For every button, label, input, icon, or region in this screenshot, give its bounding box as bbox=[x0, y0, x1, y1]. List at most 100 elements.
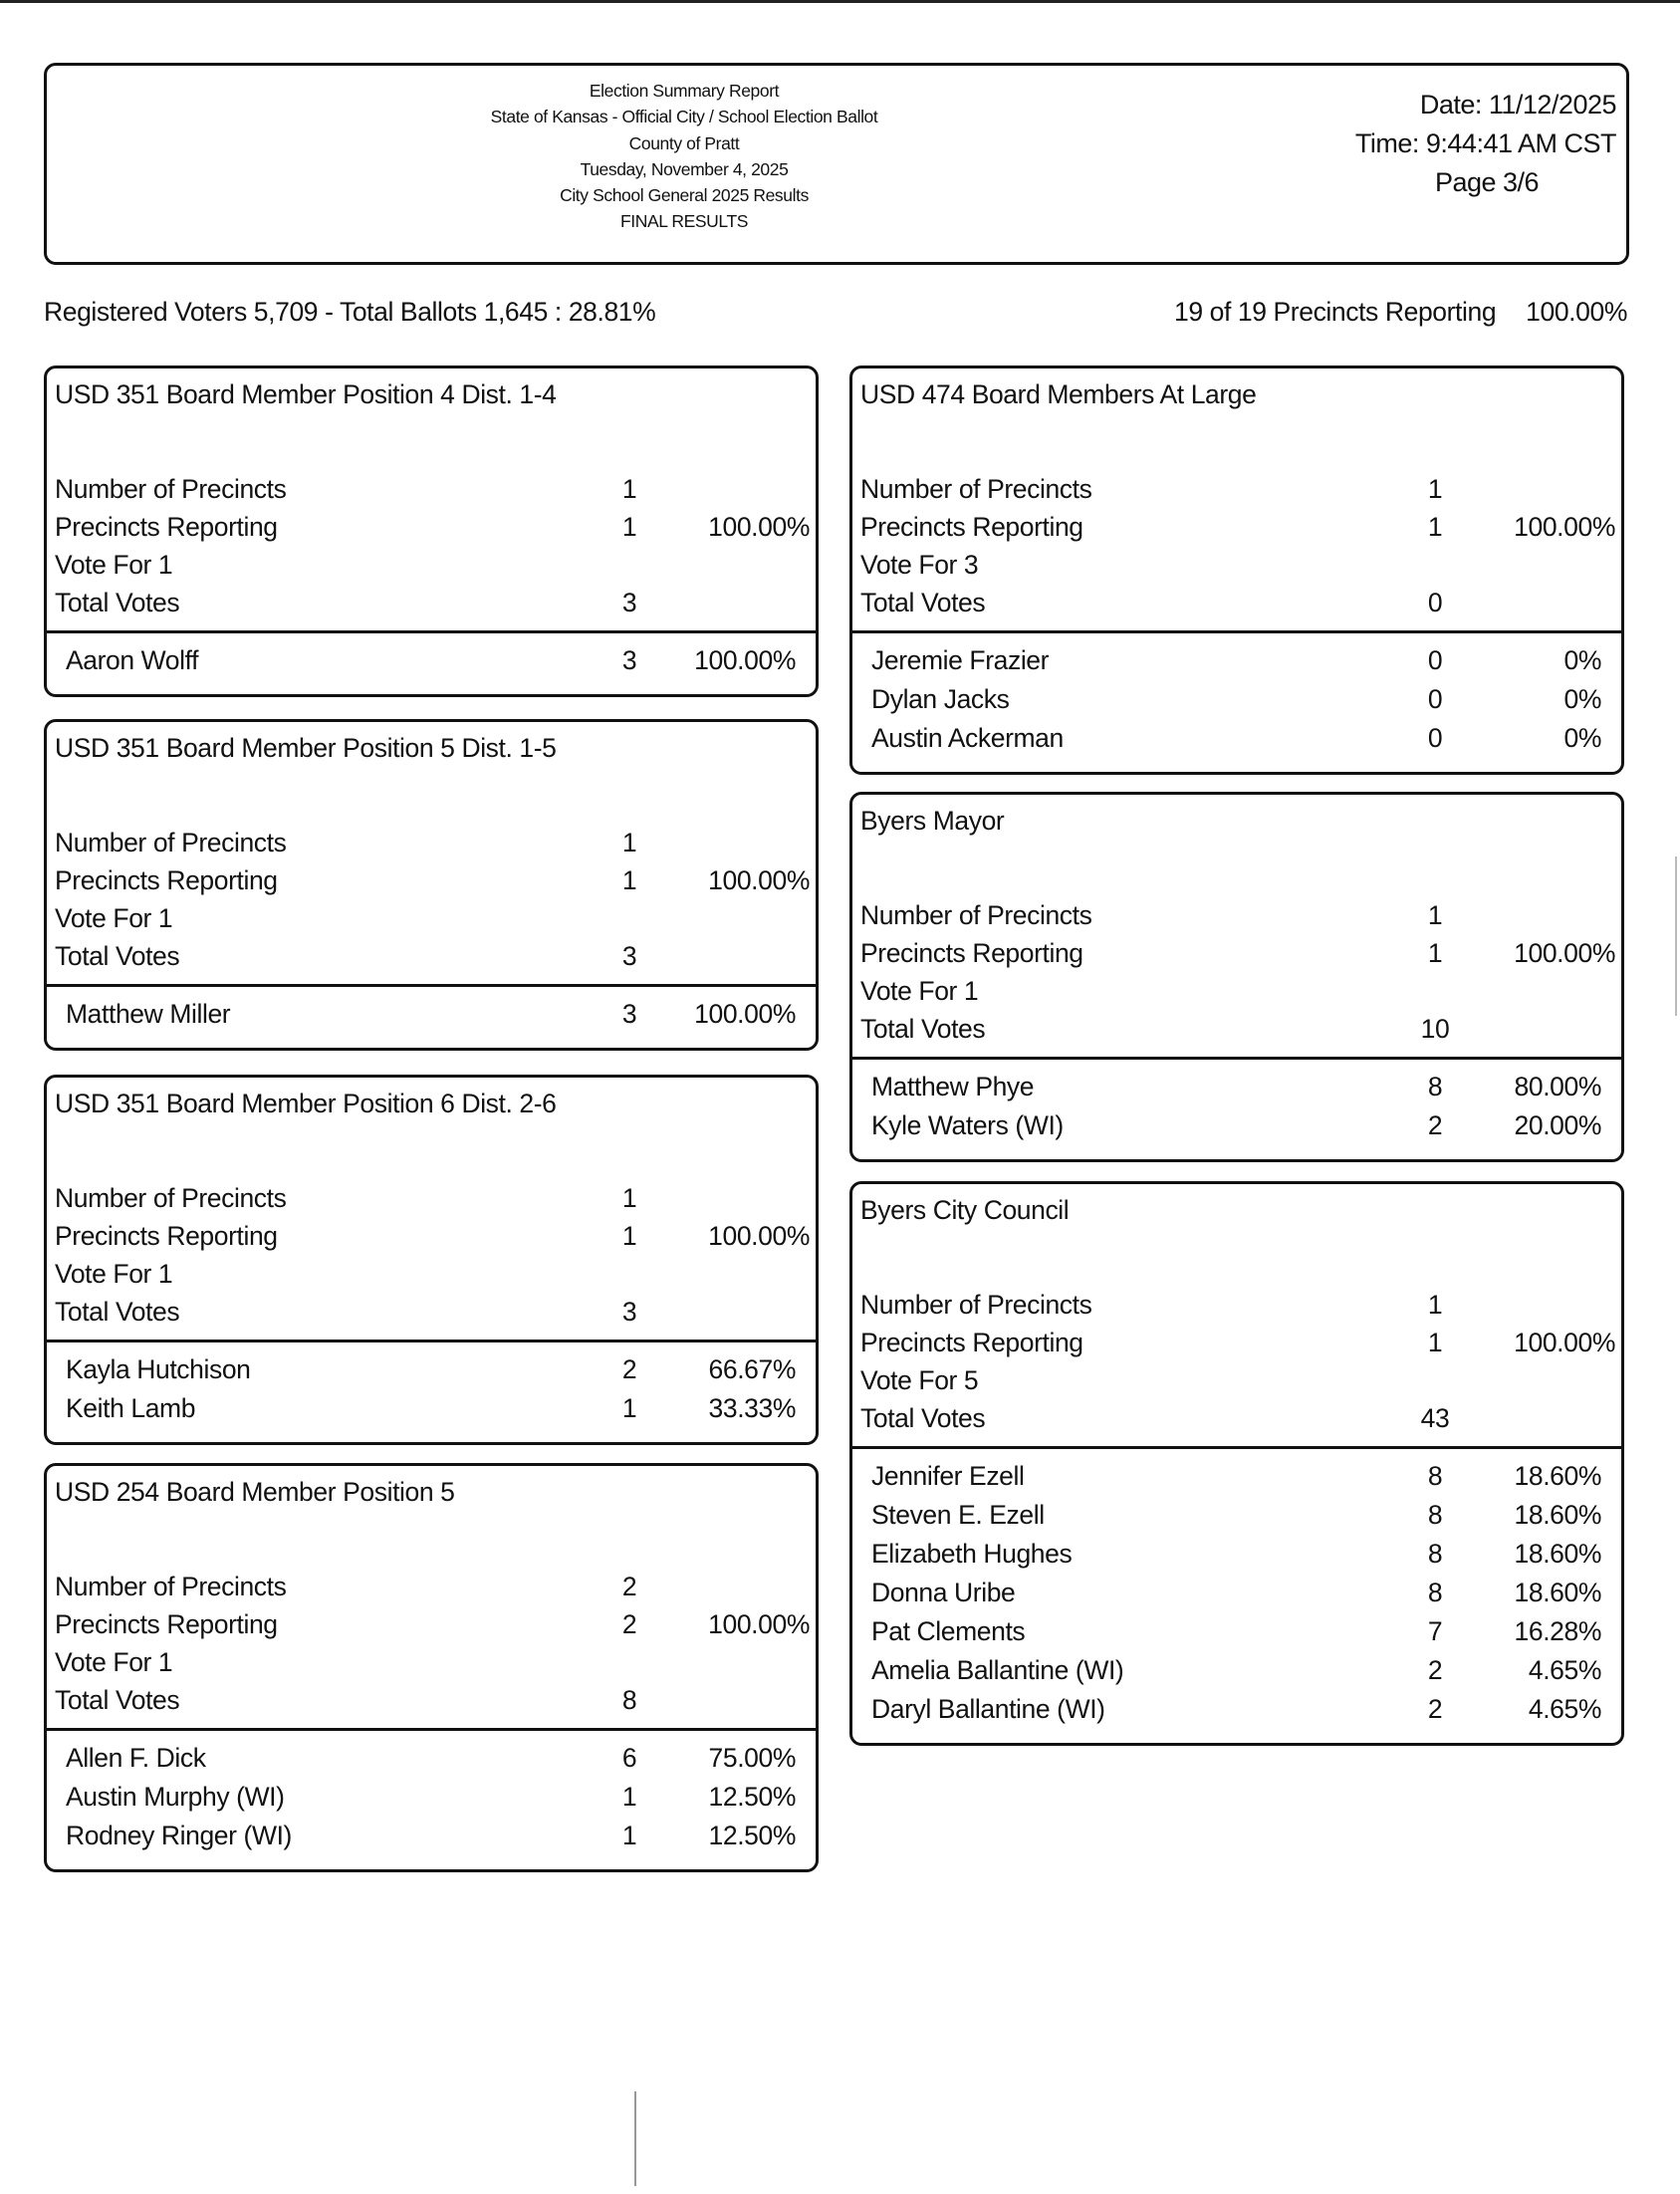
stat-value: 2 bbox=[621, 1572, 637, 1601]
candidate-name: Pat Clements bbox=[871, 1616, 1026, 1646]
candidate-row: Matthew Miller 3 100.00% bbox=[47, 995, 816, 1034]
candidate-list: Allen F. Dick 6 75.00% Austin Murphy (WI) 1 1… bbox=[47, 1731, 816, 1869]
contest-stats: Number of Precincts 2 Precincts Reporting… bbox=[47, 1568, 816, 1731]
contest-title: USD 351 Board Member Position 5 Dist. 1-… bbox=[55, 733, 557, 763]
candidate-votes: 8 bbox=[1427, 1539, 1443, 1569]
stat-value: 3 bbox=[621, 1297, 637, 1327]
contest-stats: Number of Precincts 1 Precincts Reporting… bbox=[47, 824, 816, 987]
stat-row: Vote For 1 bbox=[47, 546, 816, 584]
candidate-row: Steven E. Ezell 8 18.60% bbox=[852, 1496, 1621, 1535]
candidate-percent: 0% bbox=[1563, 684, 1601, 714]
candidate-votes: 3 bbox=[621, 999, 637, 1029]
candidate-row: Jeremie Frazier 0 0% bbox=[852, 641, 1621, 680]
candidate-votes: 0 bbox=[1427, 684, 1443, 714]
candidate-row: Elizabeth Hughes 8 18.60% bbox=[852, 1535, 1621, 1574]
stat-row: Vote For 1 bbox=[47, 899, 816, 937]
contest-title: USD 351 Board Member Position 4 Dist. 1-… bbox=[55, 379, 557, 409]
stat-row: Precincts Reporting 1 100.00% bbox=[852, 934, 1621, 972]
stat-value: 8 bbox=[621, 1685, 637, 1715]
contest-box: USD 351 Board Member Position 6 Dist. 2-… bbox=[44, 1075, 819, 1445]
stat-value: 1 bbox=[621, 1183, 637, 1213]
candidate-name: Daryl Ballantine (WI) bbox=[871, 1694, 1105, 1724]
candidate-percent: 18.60% bbox=[1514, 1500, 1602, 1530]
candidate-votes: 8 bbox=[1427, 1578, 1443, 1607]
stat-row: Vote For 1 bbox=[47, 1643, 816, 1681]
stat-row: Precincts Reporting 1 100.00% bbox=[47, 861, 816, 899]
contest-box: Byers City Council Number of Precincts 1 … bbox=[849, 1181, 1624, 1746]
candidate-name: Allen F. Dick bbox=[66, 1743, 206, 1773]
stat-row: Vote For 1 bbox=[47, 1255, 816, 1293]
page-number: Page 3/6 bbox=[1434, 167, 1540, 197]
candidate-row: Kyle Waters (WI) 2 20.00% bbox=[852, 1106, 1621, 1145]
candidate-list: Matthew Phye 8 80.00% Kyle Waters (WI) 2 20.0… bbox=[852, 1060, 1621, 1159]
report-title: Election Summary Report bbox=[589, 81, 780, 101]
stat-value: 1 bbox=[1427, 900, 1443, 930]
candidate-percent: 18.60% bbox=[1514, 1461, 1602, 1491]
contest-title: USD 351 Board Member Position 6 Dist. 2-… bbox=[55, 1089, 557, 1118]
stat-label: Number of Precincts bbox=[860, 900, 1092, 930]
candidate-votes: 0 bbox=[1427, 645, 1443, 675]
precincts-reporting-percent: 100.00% bbox=[1526, 297, 1627, 327]
candidate-row: Pat Clements 7 16.28% bbox=[852, 1612, 1621, 1651]
stat-label: Number of Precincts bbox=[860, 1290, 1092, 1320]
stat-label: Number of Precincts bbox=[55, 474, 287, 504]
precincts-reporting-text: 19 of 19 Precincts Reporting bbox=[1173, 297, 1497, 327]
candidate-row: Matthew Phye 8 80.00% bbox=[852, 1068, 1621, 1106]
stat-label: Precincts Reporting bbox=[860, 512, 1083, 542]
contest-stats: Number of Precincts 1 Precincts Reporting… bbox=[47, 470, 816, 633]
report-title-block: Election Summary Report State of Kansas … bbox=[425, 78, 943, 235]
stat-row: Number of Precincts 1 bbox=[852, 896, 1621, 934]
candidate-percent: 100.00% bbox=[694, 645, 796, 675]
page-top-border bbox=[0, 0, 1680, 3]
candidate-name: Dylan Jacks bbox=[871, 684, 1010, 714]
stat-row: Number of Precincts 2 bbox=[47, 1568, 816, 1605]
candidate-votes: 3 bbox=[621, 645, 637, 675]
scan-mark bbox=[1675, 856, 1677, 1016]
candidate-name: Rodney Ringer (WI) bbox=[66, 1821, 292, 1850]
candidate-row: Allen F. Dick 6 75.00% bbox=[47, 1739, 816, 1778]
stat-row: Precincts Reporting 2 100.00% bbox=[47, 1605, 816, 1643]
candidate-row: Austin Ackerman 0 0% bbox=[852, 719, 1621, 758]
contest-title: Byers Mayor bbox=[860, 806, 1005, 836]
stat-row: Total Votes 43 bbox=[852, 1399, 1621, 1437]
candidate-name: Steven E. Ezell bbox=[871, 1500, 1045, 1530]
candidate-name: Austin Ackerman bbox=[871, 723, 1064, 753]
candidate-list: Aaron Wolff 3 100.00% bbox=[47, 633, 816, 694]
candidate-percent: 18.60% bbox=[1514, 1539, 1602, 1569]
stat-row: Number of Precincts 1 bbox=[47, 824, 816, 861]
candidate-row: Rodney Ringer (WI) 1 12.50% bbox=[47, 1817, 816, 1855]
candidate-row: Dylan Jacks 0 0% bbox=[852, 680, 1621, 719]
candidate-votes: 8 bbox=[1427, 1072, 1443, 1101]
stat-row: Total Votes 8 bbox=[47, 1681, 816, 1719]
candidate-percent: 4.65% bbox=[1528, 1694, 1602, 1724]
candidate-name: Kayla Hutchison bbox=[66, 1354, 251, 1384]
stat-value: 1 bbox=[621, 474, 637, 504]
contest-box: USD 254 Board Member Position 5 Number o… bbox=[44, 1463, 819, 1872]
stat-label: Precincts Reporting bbox=[860, 1328, 1083, 1357]
candidate-name: Austin Murphy (WI) bbox=[66, 1782, 285, 1812]
report-time: Time: 9:44:41 AM CST bbox=[1354, 128, 1617, 158]
stat-value: 3 bbox=[621, 588, 637, 617]
stat-row: Total Votes 0 bbox=[852, 584, 1621, 621]
vote-for: Vote For 1 bbox=[55, 550, 173, 580]
candidate-list: Kayla Hutchison 2 66.67% Keith Lamb 1 33.33% bbox=[47, 1342, 816, 1442]
contest-box: USD 351 Board Member Position 4 Dist. 1-… bbox=[44, 366, 819, 697]
candidate-row: Amelia Ballantine (WI) 2 4.65% bbox=[852, 1651, 1621, 1690]
candidate-votes: 1 bbox=[621, 1821, 637, 1850]
stat-percent: 100.00% bbox=[1514, 938, 1615, 968]
candidate-list: Jeremie Frazier 0 0% Dylan Jacks 0 0% Austin A… bbox=[852, 633, 1621, 772]
stat-row: Vote For 3 bbox=[852, 546, 1621, 584]
candidate-percent: 16.28% bbox=[1514, 1616, 1602, 1646]
candidate-row: Daryl Ballantine (WI) 2 4.65% bbox=[852, 1690, 1621, 1729]
stat-label: Precincts Reporting bbox=[55, 1609, 278, 1639]
contest-box: Byers Mayor Number of Precincts 1 Precinc… bbox=[849, 792, 1624, 1162]
candidate-row: Austin Murphy (WI) 1 12.50% bbox=[47, 1778, 816, 1817]
vote-for: Vote For 1 bbox=[860, 976, 979, 1006]
candidate-name: Kyle Waters (WI) bbox=[871, 1110, 1064, 1140]
stat-row: Total Votes 10 bbox=[852, 1010, 1621, 1048]
contest-box: USD 474 Board Members At Large Number of… bbox=[849, 366, 1624, 775]
candidate-name: Matthew Phye bbox=[871, 1072, 1035, 1101]
candidate-percent: 66.67% bbox=[708, 1354, 797, 1384]
candidate-name: Donna Uribe bbox=[871, 1578, 1016, 1607]
contest-box: USD 351 Board Member Position 5 Dist. 1-… bbox=[44, 719, 819, 1051]
